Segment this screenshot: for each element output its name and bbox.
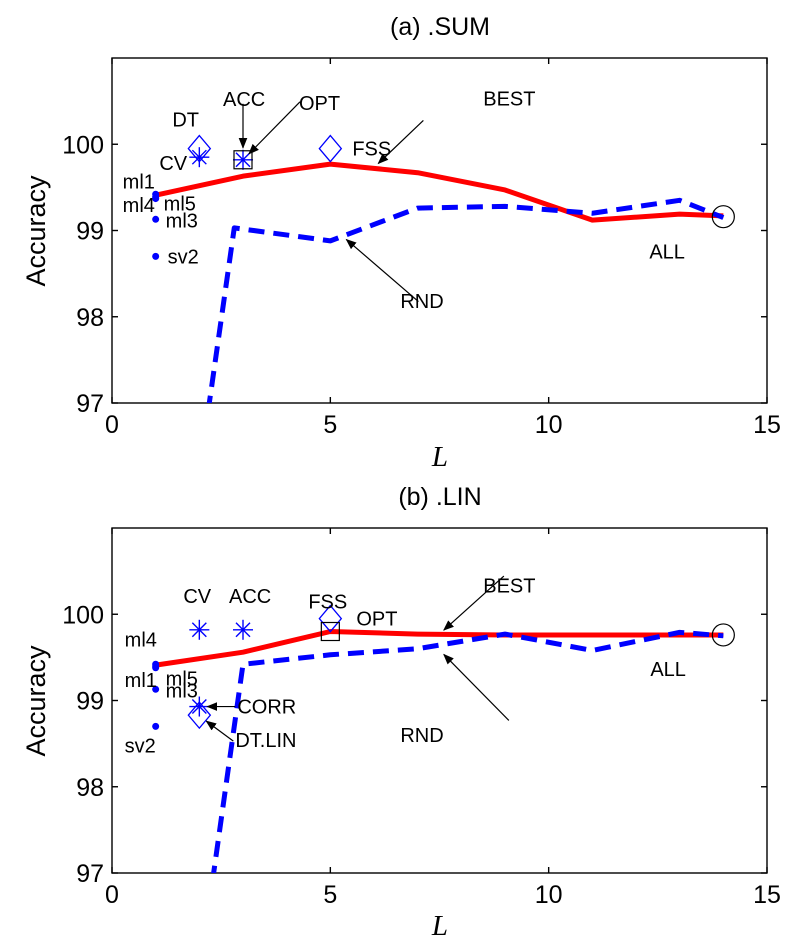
marker-ml3 bbox=[152, 685, 160, 693]
series-lines bbox=[155, 161, 725, 403]
marker-acc bbox=[233, 149, 253, 170]
x-tick-label: 10 bbox=[535, 881, 563, 909]
x-axis-label: L bbox=[431, 441, 448, 473]
x-tick-label: 5 bbox=[323, 881, 337, 909]
marker-sv2 bbox=[152, 252, 160, 260]
point-label-acc: ACC bbox=[223, 89, 265, 111]
marker-fss bbox=[318, 134, 343, 163]
marker-ml3 bbox=[152, 215, 160, 223]
series-label-best: BEST bbox=[483, 88, 535, 110]
method-markers bbox=[152, 604, 735, 730]
point-label-acc: ACC bbox=[229, 586, 271, 608]
point-label-corr: CORR bbox=[237, 697, 296, 719]
chart-title: (b) .LIN bbox=[398, 483, 481, 511]
point-label-ml1: ml1 bbox=[125, 670, 157, 692]
point-label-cv: CV bbox=[159, 153, 187, 175]
axis-ticks: 0 5 10 15 97 98 99 100 bbox=[62, 58, 781, 439]
marker-acc bbox=[233, 619, 253, 640]
y-tick-label: 99 bbox=[76, 688, 104, 716]
point-label-all: ALL bbox=[649, 242, 685, 264]
chart-panel-lin: (b) .LIN Accuracy L 0 5 10 15 97 98 99 100 BEST… bbox=[21, 483, 781, 942]
annotation-arrow bbox=[345, 238, 419, 302]
annotation-arrow bbox=[248, 101, 301, 155]
y-tick-label: 99 bbox=[76, 218, 104, 246]
point-label-ml3: ml3 bbox=[166, 680, 198, 702]
point-label-opt: OPT bbox=[299, 93, 340, 115]
method-markers bbox=[152, 134, 735, 260]
series-line-rnd bbox=[211, 629, 724, 873]
point-label-ml1: ml1 bbox=[123, 171, 155, 193]
y-tick-label: 98 bbox=[76, 774, 104, 802]
plot-area-frame bbox=[111, 527, 768, 874]
chart-title: (a) .SUM bbox=[390, 13, 490, 41]
point-label-ml4: ml4 bbox=[125, 629, 157, 651]
series-line-best bbox=[155, 629, 724, 668]
y-tick-label: 100 bbox=[62, 131, 104, 159]
point-label-cv: CV bbox=[183, 586, 211, 608]
series-lines bbox=[155, 629, 724, 873]
marker-cv bbox=[189, 147, 210, 168]
y-tick-label: 100 bbox=[62, 601, 104, 629]
annotation-arrow bbox=[443, 653, 510, 721]
x-tick-label: 10 bbox=[535, 411, 563, 439]
x-tick-label: 15 bbox=[753, 411, 781, 439]
marker-all bbox=[711, 205, 735, 229]
marker-cv bbox=[189, 619, 210, 640]
x-tick-label: 0 bbox=[105, 411, 119, 439]
marker-ml5 bbox=[152, 195, 160, 203]
chart-panel-sum: (a) .SUM Accuracy L 0 5 10 15 97 98 99 100 BEST… bbox=[21, 13, 781, 473]
marker-all bbox=[711, 623, 735, 647]
series-label-rnd: RND bbox=[400, 725, 443, 747]
x-tick-label: 5 bbox=[323, 411, 337, 439]
point-label-ml5: ml5 bbox=[166, 669, 198, 691]
point-label-sv2: sv2 bbox=[168, 246, 199, 268]
series-label-best: BEST bbox=[483, 576, 535, 598]
y-tick-label: 97 bbox=[76, 390, 104, 418]
y-axis-label: Accuracy bbox=[21, 645, 51, 757]
point-label-all: ALL bbox=[650, 659, 686, 681]
annotation-arrow bbox=[377, 119, 424, 165]
x-tick-label: 0 bbox=[105, 881, 119, 909]
marker-opt bbox=[233, 150, 253, 170]
marker-sv2 bbox=[152, 722, 160, 730]
marker-ml5 bbox=[152, 664, 160, 672]
point-label-ml5: ml5 bbox=[164, 194, 196, 216]
marker-opt bbox=[320, 621, 340, 642]
marker-corr bbox=[189, 696, 210, 717]
point-label-dt-lin: DT.LIN bbox=[235, 730, 296, 752]
marker-fss bbox=[318, 604, 343, 633]
annotation-arrow bbox=[205, 720, 234, 742]
series-line-best bbox=[155, 161, 724, 223]
point-label-sv2: sv2 bbox=[125, 735, 156, 757]
series-line-rnd bbox=[206, 197, 725, 403]
plot-area-frame bbox=[111, 57, 768, 404]
axis-ticks: 0 5 10 15 97 98 99 100 bbox=[62, 528, 781, 909]
point-label-fss: FSS bbox=[308, 592, 347, 614]
point-label-opt: OPT bbox=[356, 609, 397, 631]
y-tick-label: 97 bbox=[76, 860, 104, 888]
point-label-dt: DT bbox=[172, 110, 199, 132]
point-label-ml3: ml3 bbox=[166, 210, 198, 232]
point-label-ml4: ml4 bbox=[123, 195, 155, 217]
y-axis-label: Accuracy bbox=[21, 175, 51, 287]
x-tick-label: 15 bbox=[753, 881, 781, 909]
annotation-arrow bbox=[443, 575, 505, 631]
series-label-rnd: RND bbox=[400, 291, 443, 313]
x-axis-label: L bbox=[431, 910, 448, 942]
y-tick-label: 98 bbox=[76, 304, 104, 332]
